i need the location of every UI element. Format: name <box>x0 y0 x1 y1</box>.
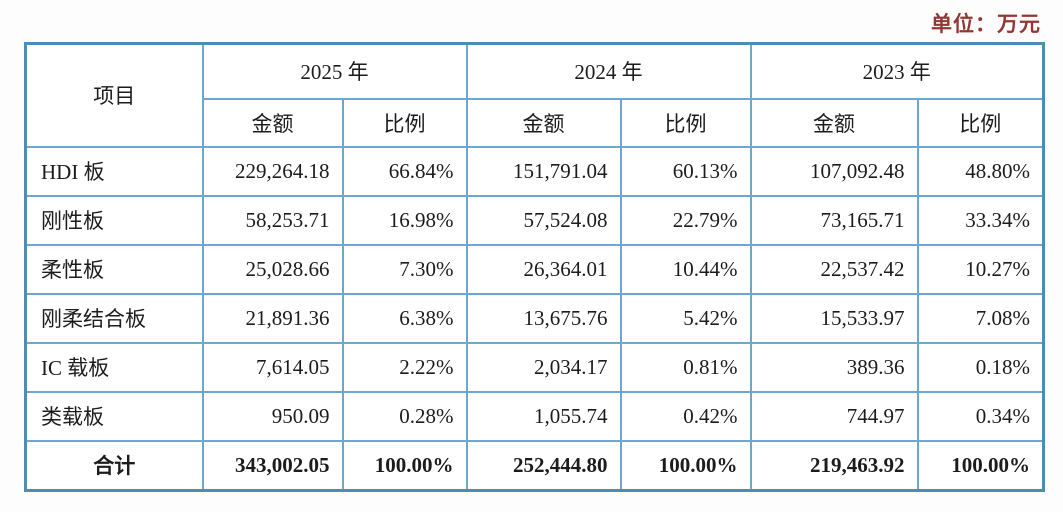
amount-cell: 13,675.76 <box>465 292 622 344</box>
ratio-cell: 33.34% <box>916 194 1045 246</box>
ratio-cell: 10.44% <box>619 243 752 295</box>
amount-cell: 151,791.04 <box>465 145 622 197</box>
subheader-ratio-2023: 比例 <box>916 97 1045 148</box>
ratio-cell: 2.22% <box>341 341 468 393</box>
unit-label: 单位：万元 <box>931 12 1041 36</box>
column-header-year-2024: 2024 年 <box>465 42 752 100</box>
revenue-breakdown-table: 项目 2025 年 2024 年 2023 年 金额 比例 金额 比例 金额 比… <box>24 42 1045 492</box>
subheader-ratio-2024: 比例 <box>619 97 752 148</box>
table-row-rigid-flex: 刚柔结合板 21,891.36 6.38% 13,675.76 5.42% 15… <box>24 292 1045 344</box>
amount-cell: 7,614.05 <box>201 341 344 393</box>
ratio-cell: 7.30% <box>341 243 468 295</box>
ratio-cell: 66.84% <box>341 145 468 197</box>
subheader-amount-2024: 金额 <box>465 97 622 148</box>
ratio-cell: 48.80% <box>916 145 1045 197</box>
subheader-ratio-2025: 比例 <box>341 97 468 148</box>
ratio-cell: 0.28% <box>341 390 468 442</box>
amount-cell: 57,524.08 <box>465 194 622 246</box>
amount-cell: 252,444.80 <box>465 439 622 492</box>
amount-cell: 950.09 <box>201 390 344 442</box>
ratio-cell: 100.00% <box>619 439 752 492</box>
amount-cell: 15,533.97 <box>749 292 919 344</box>
table-row-rigid: 刚性板 58,253.71 16.98% 57,524.08 22.79% 73… <box>24 194 1045 246</box>
ratio-cell: 22.79% <box>619 194 752 246</box>
subheader-amount-2023: 金额 <box>749 97 919 148</box>
amount-cell: 744.97 <box>749 390 919 442</box>
amount-cell: 26,364.01 <box>465 243 622 295</box>
amount-cell: 21,891.36 <box>201 292 344 344</box>
row-label: 刚柔结合板 <box>24 292 204 344</box>
ratio-cell: 0.34% <box>916 390 1045 442</box>
table-row-substrate-like: 类载板 950.09 0.28% 1,055.74 0.42% 744.97 0… <box>24 390 1045 442</box>
amount-cell: 25,028.66 <box>201 243 344 295</box>
ratio-cell: 100.00% <box>341 439 468 492</box>
row-label: IC 载板 <box>24 341 204 393</box>
ratio-cell: 16.98% <box>341 194 468 246</box>
amount-cell: 229,264.18 <box>201 145 344 197</box>
row-label: 类载板 <box>24 390 204 442</box>
amount-cell: 73,165.71 <box>749 194 919 246</box>
ratio-cell: 5.42% <box>619 292 752 344</box>
amount-cell: 1,055.74 <box>465 390 622 442</box>
row-label: HDI 板 <box>24 145 204 197</box>
ratio-cell: 100.00% <box>916 439 1045 492</box>
ratio-cell: 10.27% <box>916 243 1045 295</box>
total-label: 合计 <box>24 439 204 492</box>
ratio-cell: 0.18% <box>916 341 1045 393</box>
row-label: 刚性板 <box>24 194 204 246</box>
subheader-amount-2025: 金额 <box>201 97 344 148</box>
amount-cell: 343,002.05 <box>201 439 344 492</box>
ratio-cell: 0.81% <box>619 341 752 393</box>
table-row-ic-substrate: IC 载板 7,614.05 2.22% 2,034.17 0.81% 389.… <box>24 341 1045 393</box>
column-header-year-2023: 2023 年 <box>749 42 1045 100</box>
ratio-cell: 6.38% <box>341 292 468 344</box>
amount-cell: 389.36 <box>749 341 919 393</box>
table-row-hdi: HDI 板 229,264.18 66.84% 151,791.04 60.13… <box>24 145 1045 197</box>
table-row-total: 合计 343,002.05 100.00% 252,444.80 100.00%… <box>24 439 1045 492</box>
amount-cell: 107,092.48 <box>749 145 919 197</box>
column-header-item: 项目 <box>24 42 204 148</box>
table-header-years: 项目 2025 年 2024 年 2023 年 <box>24 42 1045 148</box>
row-label: 柔性板 <box>24 243 204 295</box>
ratio-cell: 0.42% <box>619 390 752 442</box>
ratio-cell: 7.08% <box>916 292 1045 344</box>
ratio-cell: 60.13% <box>619 145 752 197</box>
table-row-flexible: 柔性板 25,028.66 7.30% 26,364.01 10.44% 22,… <box>24 243 1045 295</box>
amount-cell: 219,463.92 <box>749 439 919 492</box>
amount-cell: 22,537.42 <box>749 243 919 295</box>
column-header-year-2025: 2025 年 <box>201 42 468 100</box>
amount-cell: 2,034.17 <box>465 341 622 393</box>
amount-cell: 58,253.71 <box>201 194 344 246</box>
table-header-subcolumns: 金额 比例 金额 比例 金额 比例 <box>26 97 1045 148</box>
